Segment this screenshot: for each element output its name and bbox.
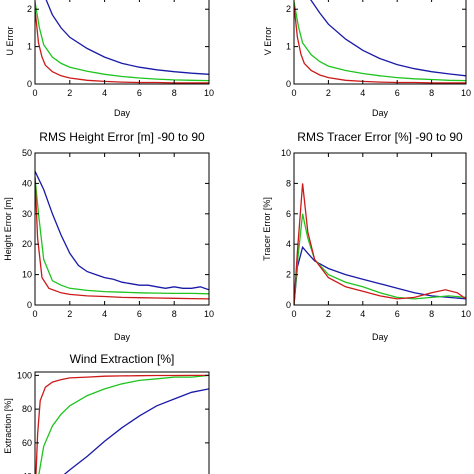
chart-height-xtick-label-5: 10	[204, 309, 214, 319]
chart-wind-ytick-label-3: 100	[17, 370, 32, 380]
chart-height-xtick-label-3: 6	[137, 309, 142, 319]
chart-height-xlabel: Day	[114, 332, 131, 342]
chart-tracer-xtick-label-5: 10	[461, 309, 471, 319]
chart-height-title: RMS Height Error [m] -90 to 90	[39, 130, 205, 144]
chart-u-xtick-label-0: 0	[32, 88, 37, 98]
chart-tracer-xtick-label-1: 2	[326, 309, 331, 319]
chart-u-xtick-label-3: 6	[137, 88, 142, 98]
chart-v-xtick-label-1: 2	[326, 88, 331, 98]
chart-height-axes-frame	[34, 152, 210, 306]
chart-u-ytick-label-0: 0	[27, 79, 32, 89]
chart-u-series-1-line	[35, 1, 209, 82]
chart-u-xtick-label-4: 8	[172, 88, 177, 98]
chart-v-xlabel: Day	[372, 108, 389, 118]
chart-tracer-ylabel: Tracer Error [%]	[262, 197, 272, 261]
chart-height-ytick-label-1: 10	[22, 270, 32, 280]
chart-tracer-xtick-label-3: 6	[395, 309, 400, 319]
chart-wind-series-2-line	[35, 374, 209, 474]
chart-wind-ytick-label-0: 40	[22, 472, 32, 474]
chart-tracer-ytick-label-0: 0	[286, 300, 291, 310]
chart-tracer-ytick-label-4: 8	[286, 178, 291, 188]
chart-v-axes-frame	[293, 0, 467, 85]
chart-wind-ytick-label-1: 60	[22, 438, 32, 448]
chart-u-series-0-line	[45, 0, 209, 75]
chart-height-series-2-line	[35, 177, 209, 300]
chart-u-xtick-label-2: 4	[102, 88, 107, 98]
chart-tracer-series-1-line	[294, 213, 466, 305]
chart-u-xtick-label-5: 10	[204, 88, 214, 98]
chart-tracer-xlabel: Day	[372, 332, 389, 342]
chart-u-xlabel: Day	[114, 108, 131, 118]
chart-tracer-xtick-label-2: 4	[360, 309, 365, 319]
chart-tracer-ytick-label-1: 2	[286, 270, 291, 280]
chart-v-ylabel: V Error	[263, 27, 273, 56]
chart-v-series-0-line	[310, 0, 466, 77]
chart-height-ytick-label-0: 0	[27, 300, 32, 310]
chart-height-ytick-label-2: 20	[22, 239, 32, 249]
chart-height-xtick-label-2: 4	[102, 309, 107, 319]
chart-v-series-2-line	[294, 5, 466, 84]
chart-tracer-ytick-label-5: 10	[281, 148, 291, 158]
chart-tracer-ytick-label-3: 6	[286, 209, 291, 219]
chart-height-series-0-line	[35, 170, 209, 291]
chart-wind-ytick-label-2: 80	[22, 404, 32, 414]
chart-v-xtick-label-4: 8	[429, 88, 434, 98]
chart-tracer-xtick-label-4: 8	[429, 309, 434, 319]
chart-u-series-2-line	[35, 9, 209, 84]
chart-height-ytick-label-3: 30	[22, 209, 32, 219]
chart-v-xtick-label-2: 4	[360, 88, 365, 98]
chart-tracer-series-0-line	[294, 245, 466, 305]
chart-u-ylabel: U Error	[5, 26, 15, 55]
chart-tracer-axes-frame	[293, 152, 467, 306]
chart-wind-title: Wind Extraction [%]	[70, 352, 175, 366]
chart-tracer-xtick-label-0: 0	[291, 309, 296, 319]
chart-u-ytick-label-2: 2	[27, 4, 32, 14]
chart-height-xtick-label-4: 8	[172, 309, 177, 319]
chart-v-xtick-label-5: 10	[461, 88, 471, 98]
chart-u-xtick-label-1: 2	[67, 88, 72, 98]
chart-v-xtick-label-3: 6	[395, 88, 400, 98]
chart-v-series-1-line	[294, 1, 466, 82]
chart-v-ytick-label-2: 2	[286, 4, 291, 14]
chart-height-ytick-label-5: 50	[22, 148, 32, 158]
chart-height-xtick-label-0: 0	[32, 309, 37, 319]
chart-u-axes-frame	[34, 0, 210, 85]
chart-tracer-ytick-label-2: 4	[286, 239, 291, 249]
chart-height-ytick-label-4: 40	[22, 178, 32, 188]
chart-u-ytick-label-1: 1	[27, 42, 32, 52]
chart-height-ylabel: Height Error [m]	[3, 197, 13, 261]
chart-wind-series-0-line	[63, 388, 209, 474]
chart-wind-ylabel: Extraction [%]	[3, 398, 13, 454]
chart-v-xtick-label-0: 0	[291, 88, 296, 98]
chart-wind-axes-frame	[34, 371, 210, 474]
chart-height-xtick-label-1: 2	[67, 309, 72, 319]
chart-wind-series-1-line	[38, 374, 209, 474]
chart-v-ytick-label-1: 1	[286, 42, 291, 52]
chart-tracer-title: RMS Tracer Error [%] -90 to 90	[297, 130, 463, 144]
chart-tracer-series-2-line	[294, 183, 466, 305]
chart-v-ytick-label-0: 0	[286, 79, 291, 89]
chart-height-series-1-line	[35, 177, 209, 295]
